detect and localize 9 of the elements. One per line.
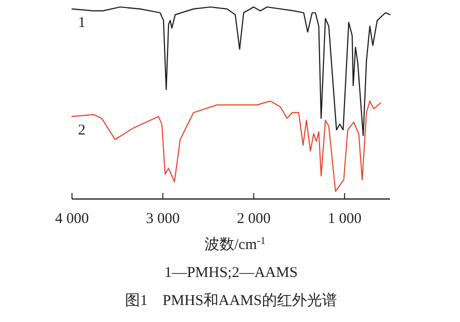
x-tick-label: 4 000 xyxy=(55,211,89,227)
x-tick-label: 2 000 xyxy=(236,211,271,227)
x-tick-label: 3 000 xyxy=(146,211,180,227)
text: 图1 PMHS和AAMS的红外光谱 xyxy=(125,292,337,309)
x-axis-title: 波数/cm$^{-1}$ xyxy=(204,236,266,253)
series-label: 2 xyxy=(78,122,86,138)
x-tick-label: 1 000 xyxy=(328,211,362,227)
series-label: 1 xyxy=(78,14,86,31)
text: 1—PMHS;2—AAMS xyxy=(164,265,298,281)
